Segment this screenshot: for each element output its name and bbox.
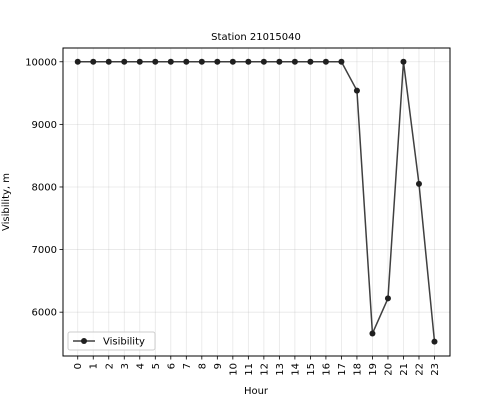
data-point (214, 58, 221, 65)
data-point (136, 58, 143, 65)
legend-box (67, 331, 156, 351)
plot-area (62, 47, 451, 357)
data-point (260, 58, 267, 65)
data-point (291, 58, 298, 65)
legend: Visibility (67, 331, 156, 351)
data-point (338, 58, 345, 65)
x-axis-title: Hour (244, 386, 269, 397)
data-point (245, 58, 252, 65)
x-tick-label: 2 (104, 363, 115, 369)
x-tick-label: 15 (306, 363, 317, 376)
data-point (400, 58, 407, 65)
x-tick-label: 11 (244, 363, 255, 376)
data-point (198, 58, 205, 65)
data-point (384, 295, 391, 302)
grid (63, 48, 450, 356)
x-tick-label: 18 (352, 363, 363, 376)
data-point (74, 58, 81, 65)
x-tick-label: 3 (120, 363, 131, 369)
x-tick-label: 13 (275, 363, 286, 376)
x-tick-label: 4 (135, 363, 146, 369)
data-point (105, 58, 112, 65)
data-point (121, 58, 128, 65)
x-tick-label: 14 (290, 363, 301, 376)
series-line (77, 61, 436, 342)
x-tick-label: 5 (151, 363, 162, 369)
x-tick-label: 1 (89, 363, 100, 369)
y-axis: 6000 7000 8000 9000 10000 (25, 57, 63, 319)
data-point (229, 58, 236, 65)
x-tick-label: 0 (73, 363, 84, 369)
x-tick-label: 21 (399, 363, 410, 376)
data-point (90, 58, 97, 65)
y-tick-label: 7000 (32, 245, 57, 256)
x-tick-label: 19 (368, 363, 379, 376)
x-tick-label: 22 (414, 363, 425, 376)
data-point (369, 330, 376, 337)
legend-marker (81, 338, 87, 344)
y-tick-label: 9000 (32, 120, 57, 131)
x-tick-label: 12 (259, 363, 270, 376)
data-point (152, 58, 159, 65)
x-tick-label: 16 (321, 363, 332, 376)
x-tick-label: 7 (182, 363, 193, 369)
x-tick-label: 17 (337, 363, 348, 376)
data-point (183, 58, 190, 65)
data-point (167, 58, 174, 65)
legend-label: Visibility (103, 337, 145, 348)
data-point (276, 58, 283, 65)
y-tick-label: 6000 (32, 308, 57, 319)
y-tick-label: 10000 (25, 57, 57, 68)
x-tick-label: 8 (197, 363, 208, 369)
series-visibility (74, 58, 438, 345)
y-axis-title: Visibility, m (1, 173, 12, 231)
data-point (353, 87, 360, 94)
x-axis: 0 1 2 3 4 5 6 7 8 9 10 11 12 13 14 15 16 17 18 19 20 21 22 23 (73, 356, 441, 376)
data-point (431, 338, 438, 345)
x-tick-label: 20 (383, 363, 394, 376)
chart-title: Station 21015040 (211, 32, 301, 43)
x-tick-label: 23 (430, 363, 441, 376)
data-point (322, 58, 329, 65)
data-point (307, 58, 314, 65)
x-tick-label: 6 (166, 363, 177, 369)
data-point (415, 180, 422, 187)
y-tick-label: 8000 (32, 182, 57, 193)
x-tick-label: 9 (213, 363, 224, 369)
x-tick-label: 10 (228, 363, 239, 376)
